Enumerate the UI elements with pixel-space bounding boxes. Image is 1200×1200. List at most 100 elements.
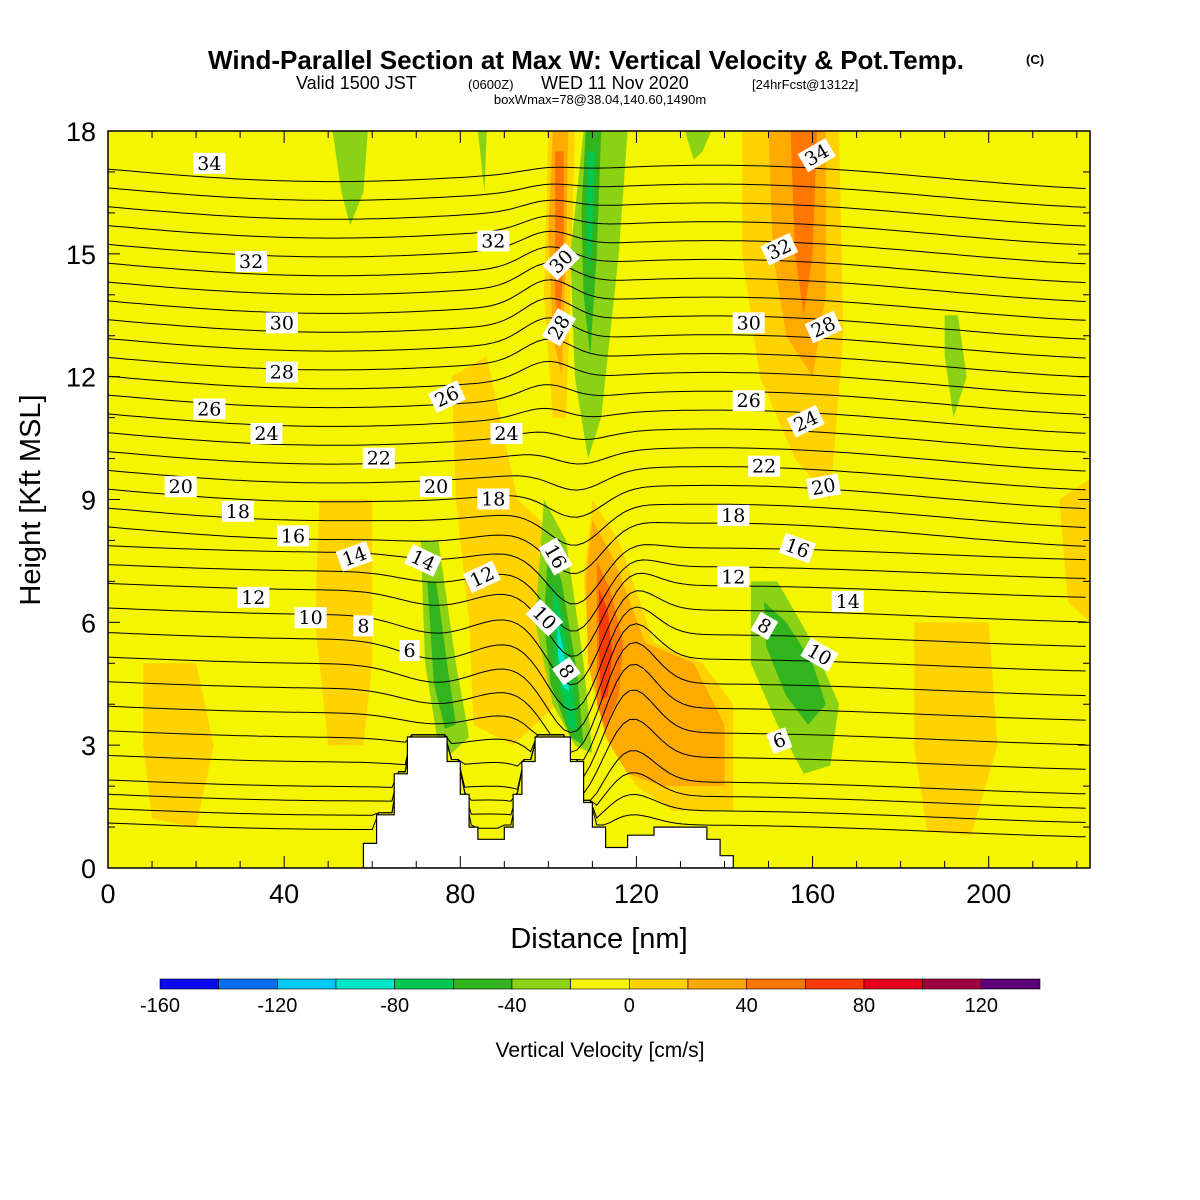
- theta-contour-27: [108, 317, 1086, 359]
- vv-region-downdraft-105-max: [587, 151, 595, 275]
- contour-label-41: 6: [766, 727, 793, 754]
- theta-contour-10: [108, 641, 1086, 753]
- contour-label-1: 32: [235, 251, 268, 273]
- contour-label-4: 26: [193, 398, 226, 420]
- theta-contour-33: [108, 215, 1086, 246]
- vv-region-downdraft-55-top: [332, 131, 368, 226]
- svg-text:24: 24: [494, 423, 518, 445]
- svg-text:18: 18: [226, 501, 250, 523]
- contour-label-9: 16: [277, 525, 309, 547]
- contour-label-11: 12: [237, 586, 270, 609]
- svg-text:18: 18: [721, 505, 745, 527]
- theta-contour-18: [108, 503, 1086, 546]
- colorbar-bin--60: [453, 978, 513, 990]
- svg-text:8: 8: [357, 615, 369, 637]
- svg-text:20: 20: [810, 474, 838, 500]
- contour-label-6: 22: [362, 447, 395, 470]
- svg-text:32: 32: [481, 231, 505, 253]
- theta-contour-16: [108, 544, 1086, 605]
- contour-label-26: 8: [552, 656, 581, 686]
- svg-text:18: 18: [481, 489, 505, 511]
- vv-region-updraft-100-max: [555, 151, 564, 336]
- colorbar-bin-80: [863, 978, 923, 990]
- colorbar-bin-100: [922, 978, 982, 990]
- colorbar-bin-40: [746, 978, 806, 990]
- theta-contour-7: [108, 718, 1086, 795]
- x-axis-label: Distance [nm]: [510, 923, 687, 955]
- plot-frame: [107, 130, 1091, 869]
- svg-text:14: 14: [836, 591, 860, 613]
- contour-label-31: 26: [732, 390, 765, 412]
- colorbar-bin-120: [981, 978, 1041, 990]
- contour-label-16: 20: [420, 476, 453, 498]
- contour-label-5: 24: [250, 423, 283, 445]
- valid-prefix: Valid 1500 JST: [296, 73, 417, 93]
- colorbar-bin--40: [511, 978, 571, 990]
- colorbar-bin--140: [218, 978, 278, 990]
- svg-text:30: 30: [737, 312, 761, 334]
- vv-region-updraft-200: [913, 622, 998, 836]
- theta-contour-17: [108, 521, 1086, 574]
- theta-contour-12: [108, 606, 1086, 711]
- colorbar-label-40: 40: [736, 995, 758, 1017]
- colorbar-bin-0: [629, 978, 689, 990]
- svg-text:16: 16: [281, 525, 305, 547]
- colorbar-bin--20: [570, 978, 630, 990]
- copyright-mark: (C): [1026, 52, 1044, 67]
- valid-date: WED 11 Nov 2020: [541, 73, 689, 93]
- y-tick-18: 18: [66, 117, 96, 147]
- theta-contour-36: [108, 164, 1086, 189]
- svg-text:22: 22: [367, 448, 391, 470]
- y-tick-12: 12: [66, 363, 96, 393]
- colorbar-label-120: 120: [965, 995, 998, 1017]
- svg-text:22: 22: [752, 456, 776, 478]
- svg-text:12: 12: [241, 587, 265, 609]
- contour-label-7: 20: [164, 476, 197, 498]
- theta-contour-21: [108, 447, 1086, 472]
- vv-region-downdraft-80-core: [427, 581, 456, 729]
- y-tick-3: 3: [81, 731, 96, 761]
- forecast-info: [24hrFcst@1312z]: [752, 77, 858, 92]
- svg-text:26: 26: [197, 398, 221, 420]
- y-tick-labels: 0 3 6 9 12 15 18: [66, 117, 96, 884]
- theta-contour-19: [108, 484, 1086, 518]
- theta-contour-3: [108, 734, 1086, 838]
- valid-utc: (0600Z): [468, 77, 514, 92]
- colorbar-label--40: -40: [498, 995, 527, 1017]
- x-tick-120: 120: [614, 879, 659, 909]
- y-tick-15: 15: [66, 240, 96, 270]
- colorbar-bin--160: [159, 978, 219, 990]
- x-tick-80: 80: [445, 879, 475, 909]
- vv-region-downdraft-150-core: [764, 601, 826, 725]
- colorbar-label--160: -160: [140, 995, 180, 1017]
- svg-text:32: 32: [239, 251, 263, 273]
- contour-label-37: 12: [717, 566, 750, 588]
- svg-text:34: 34: [197, 153, 221, 175]
- theta-contour-11: [108, 623, 1086, 734]
- y-tick-0: 0: [81, 854, 96, 884]
- contour-label-13: 8: [353, 615, 374, 637]
- theta-contour-14: [108, 572, 1086, 657]
- theta-contour-22: [108, 428, 1086, 453]
- svg-text:26: 26: [737, 390, 761, 412]
- theta-contour-15: [108, 559, 1086, 632]
- contour-label-18: 32: [477, 230, 510, 253]
- vv-region-downdraft-85-top: [477, 131, 487, 193]
- colorbar-label--120: -120: [257, 995, 297, 1017]
- colorbar-label-0: 0: [624, 995, 635, 1017]
- theta-contour-5: [108, 734, 1086, 809]
- contour-label-12: 10: [294, 607, 327, 629]
- terrain: [362, 736, 734, 868]
- theta-contour-31: [108, 246, 1086, 284]
- contour-label-34: 20: [805, 473, 842, 500]
- theta-contour-6: [108, 734, 1086, 801]
- colorbar-bin--120: [277, 978, 337, 990]
- colorbar-bin--80: [394, 978, 454, 990]
- vv-region-updraft-115-top: [601, 630, 609, 688]
- contour-label-38: 14: [831, 590, 864, 613]
- box-info: boxWmax=78@38.04,140.60,1490m: [494, 92, 706, 107]
- svg-text:28: 28: [270, 362, 294, 384]
- vv-region-downdraft-130-top: [684, 131, 712, 160]
- x-tick-200: 200: [966, 879, 1011, 909]
